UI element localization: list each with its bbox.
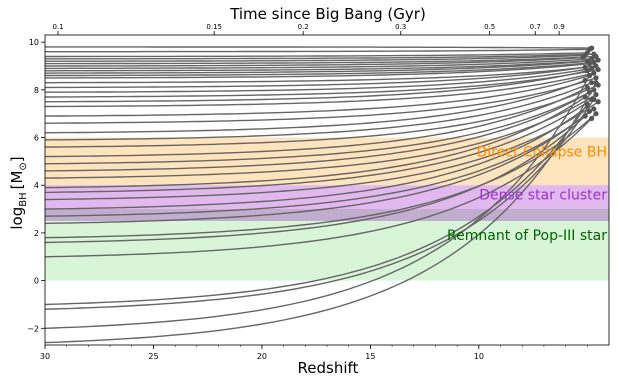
- series-line-22: [44, 84, 599, 148]
- top-tick-label-3: 0.3: [395, 23, 406, 31]
- series-line-23: [44, 86, 588, 158]
- x-tick-label-4: 10: [474, 352, 484, 361]
- top-tick-label-6: 0.9: [554, 23, 565, 31]
- x-axis-title: Redshift: [298, 359, 359, 376]
- series-end-marker-11: [586, 61, 593, 67]
- y-tick-label-4: 2: [34, 229, 39, 238]
- series-line-20: [44, 79, 586, 134]
- series-end-marker-37: [591, 96, 597, 102]
- y-axis-title: logBH [M⊙]: [8, 156, 29, 229]
- series-end-marker-14: [589, 65, 595, 71]
- band-label-1: Dense star cluster: [479, 188, 607, 204]
- series-end-marker-23: [584, 84, 590, 91]
- series-line-35: [44, 118, 593, 258]
- series-end-marker-17: [591, 70, 597, 76]
- series-line-30: [44, 105, 588, 210]
- series-line-16: [44, 70, 588, 103]
- series-end-marker-36: [584, 101, 590, 107]
- series-line-34: [44, 115, 586, 244]
- series-end-marker-29: [595, 99, 601, 105]
- y-axis-title-unit-sub: ⊙: [18, 162, 29, 170]
- series-end-marker-27: [582, 94, 588, 100]
- series-line-39: [44, 82, 597, 344]
- top-axis-title: Time since Big Bang (Gyr): [229, 5, 426, 23]
- x-tick-label-2: 20: [257, 352, 267, 361]
- series-line-1: [45, 48, 590, 53]
- series-end-marker-16: [584, 68, 590, 74]
- series-line-3: [45, 53, 594, 60]
- top-tick-label-5: 0.7: [530, 23, 541, 31]
- series-line-7: [45, 58, 592, 70]
- series-line-5: [45, 55, 597, 65]
- series-line-14: [45, 67, 592, 93]
- series-line-37: [44, 99, 595, 310]
- band-label-0: Direct Collapse BH: [477, 145, 607, 161]
- series-layer: [44, 45, 601, 344]
- y-tick-label-5: 0: [34, 277, 39, 286]
- series-end-marker-21: [589, 80, 595, 86]
- top-tick-label-4: 0.5: [484, 23, 495, 31]
- series-line-28: [44, 98, 592, 194]
- series-line-13: [44, 66, 586, 89]
- x-tick-label-0: 30: [40, 352, 50, 361]
- series-end-marker-8: [595, 57, 601, 63]
- y-tick-label-3: 4: [34, 181, 39, 190]
- series-line-33: [44, 113, 597, 239]
- x-tick-label-3: 15: [365, 352, 375, 361]
- series-line-9: [44, 60, 588, 74]
- series-line-18: [44, 74, 590, 117]
- series-line-31: [44, 108, 595, 217]
- series-end-marker-35: [589, 115, 595, 122]
- series-line-8: [45, 59, 599, 72]
- series-end-marker-33: [593, 111, 599, 117]
- series-line-15: [45, 68, 599, 98]
- series-line-4: [45, 54, 586, 62]
- series-line-10: [45, 61, 594, 77]
- series-end-marker-19: [593, 75, 599, 81]
- series-end-marker-32: [586, 108, 593, 114]
- series-line-38: [44, 75, 591, 329]
- series-line-21: [44, 82, 592, 141]
- top-tick-label-0: 0.1: [52, 23, 63, 31]
- series-line-11: [45, 62, 590, 79]
- series-line-0: [45, 46, 592, 49]
- band-2: [45, 221, 609, 281]
- y-axis-title-sub: BH: [18, 192, 29, 206]
- band-overlap: [45, 209, 609, 221]
- series-line-19: [45, 77, 597, 124]
- top-tick-label-1: 0.15: [206, 23, 222, 31]
- top-tick-label-2: 0.2: [298, 23, 309, 31]
- series-line-2: [45, 52, 588, 58]
- series-line-32: [44, 110, 590, 225]
- x-tick-label-1: 25: [148, 352, 158, 361]
- y-tick-label-2: 6: [34, 134, 39, 143]
- band-label-2: Remnant of Pop-III star: [447, 228, 607, 244]
- series-line-24: [44, 89, 595, 165]
- y-tick-label-0: 10: [29, 38, 39, 47]
- series-line-12: [45, 65, 597, 84]
- series-end-marker-26: [593, 92, 599, 98]
- y-axis-title-unit: [M: [8, 171, 26, 190]
- series-line-29: [44, 101, 599, 201]
- y-axis-title-main: log: [8, 207, 26, 230]
- series-line-27: [44, 96, 586, 189]
- y-tick-label-6: −2: [27, 324, 39, 333]
- series-end-marker-31: [591, 106, 597, 112]
- y-axis-title-unit-close: ]: [8, 156, 26, 162]
- series-end-marker-15: [595, 66, 601, 73]
- y-tick-label-1: 8: [34, 86, 39, 95]
- series-end-marker-38: [586, 72, 593, 79]
- series-line-6: [45, 57, 584, 67]
- series-line-26: [44, 93, 597, 179]
- series-line-25: [44, 91, 590, 172]
- series-line-17: [45, 72, 594, 108]
- band-labels-layer: Direct Collapse BH Dense star cluster Remn…: [447, 145, 607, 244]
- series-end-marker-39: [593, 80, 599, 86]
